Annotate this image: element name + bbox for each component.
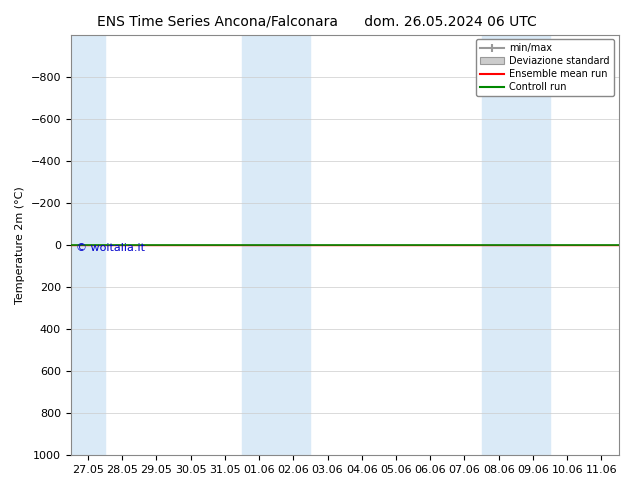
Legend: min/max, Deviazione standard, Ensemble mean run, Controll run: min/max, Deviazione standard, Ensemble m…: [476, 40, 614, 96]
Bar: [242, 35, 311, 455]
Bar: [71, 35, 105, 455]
Y-axis label: Temperature 2m (°C): Temperature 2m (°C): [15, 186, 25, 304]
Bar: [482, 35, 550, 455]
Text: ENS Time Series Ancona/Falconara      dom. 26.05.2024 06 UTC: ENS Time Series Ancona/Falconara dom. 26…: [97, 15, 537, 29]
Text: © woitalia.it: © woitalia.it: [76, 243, 145, 253]
